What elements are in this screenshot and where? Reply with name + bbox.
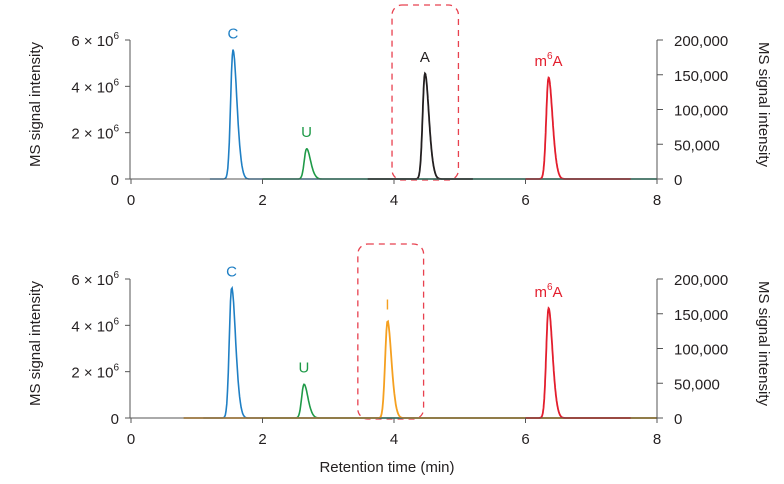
y-axis-left-title: MS signal intensity [27,280,44,406]
y-left-tick-label-text: 0 [111,411,119,428]
y-left-tick-label: 4 × 106 [71,316,119,335]
x-tick-label: 4 [390,431,398,448]
y-right-tick-label: 0 [674,411,682,428]
y-right-tick-label: 150,000 [674,307,728,324]
y-axis-right-title: MS signal intensity [755,42,772,168]
peak-label-C: C [226,263,237,280]
peak-label-rest: A [553,284,563,301]
y-left-tick-label: 2 × 106 [71,363,119,382]
x-tick-label: 0 [127,192,135,209]
y-right-tick-label: 100,000 [674,103,728,120]
y-left-tick-label-text: 6 × 10 [71,272,113,289]
y-right-tick-label: 100,000 [674,342,728,359]
series-line-C [203,285,657,419]
highlight-box [391,4,460,181]
peak-label-I-text: I [385,296,389,313]
highlight-box [357,243,425,420]
peak-label-U: U [301,124,312,141]
y-left-tick-label: 0 [111,172,119,189]
y-right-tick-label: 50,000 [674,137,720,154]
peak-label-C-text: C [227,25,238,42]
y-left-tick-label-exponent: 6 [113,31,119,42]
y-left-tick-label-exponent: 6 [113,270,119,281]
series-line-I [183,319,657,419]
x-tick-label: 6 [521,192,529,209]
x-axis-title: Retention time (min) [319,459,454,476]
series-line-U [262,148,657,180]
peak-label-m6A: m6A [534,51,562,70]
y-left-tick-label-text: 2 × 10 [71,126,113,143]
peak-label-U-text: U [301,124,312,141]
series-line-m6A [525,306,631,419]
peak-label-m6A: m6A [534,282,562,301]
peak-label-C-text: C [226,263,237,280]
peak-label-U: U [299,359,310,376]
peak-label-C: C [227,25,238,42]
y-left-tick-label-exponent: 6 [113,77,119,88]
x-tick-label: 2 [258,192,266,209]
y-left-tick-label: 6 × 106 [71,270,119,289]
y-left-tick-label-text: 6 × 10 [71,33,113,50]
x-tick-label: 8 [653,431,661,448]
x-tick-label: 6 [521,431,529,448]
y-left-tick-label-text: 2 × 10 [71,365,113,382]
series-line-U [262,383,657,419]
y-left-tick-label-text: 4 × 10 [71,79,113,96]
peak-label-A-text: A [420,49,430,66]
peak-label-m6A-exponent: 6 [547,51,553,62]
y-left-tick-label: 0 [111,411,119,428]
series-line-m6A [525,76,631,180]
peak-label-m6A-text: m [534,284,547,301]
x-tick-label: 4 [390,192,398,209]
y-left-tick-label-text: 4 × 10 [71,318,113,335]
peak-label-m6A-text: m [534,53,547,70]
y-left-tick-label-text: 0 [111,172,119,189]
x-tick-label: 8 [653,192,661,209]
y-left-tick-label-exponent: 6 [113,316,119,327]
x-tick-label: 2 [258,431,266,448]
y-left-tick-label-exponent: 6 [113,124,119,135]
y-right-tick-label: 200,000 [674,33,728,50]
y-left-tick-label: 6 × 106 [71,31,119,50]
peak-label-U-text: U [299,359,310,376]
series-line-A [367,71,473,180]
y-left-tick-label: 4 × 106 [71,77,119,96]
peak-label-m6A-exponent: 6 [547,282,553,293]
y-left-tick-label: 2 × 106 [71,124,119,143]
y-right-tick-label: 150,000 [674,68,728,85]
y-right-tick-label: 0 [674,172,682,189]
peak-label-rest: A [553,53,563,70]
peak-label-I: I [385,296,389,313]
peak-label-A: A [420,49,430,66]
x-tick-label: 0 [127,431,135,448]
y-axis-right-title: MS signal intensity [755,281,772,407]
y-axis-left-title: MS signal intensity [27,41,44,167]
y-right-tick-label: 50,000 [674,376,720,393]
y-left-tick-label-exponent: 6 [113,363,119,374]
y-right-tick-label: 200,000 [674,272,728,289]
